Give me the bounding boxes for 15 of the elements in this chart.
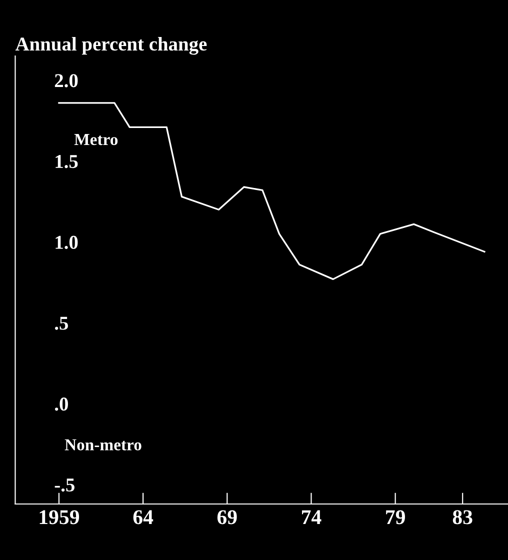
- x-tick-label: 79: [386, 510, 405, 524]
- y-tick-label: -.5: [54, 478, 74, 492]
- x-tick-label: 74: [302, 510, 322, 524]
- y-tick-label: 2.0: [54, 74, 78, 88]
- x-tick-label: 1959: [40, 510, 80, 524]
- x-tick-label: 64: [133, 510, 154, 524]
- x-tick-label: 69: [217, 510, 237, 524]
- y-tick-label: 1.5: [56, 155, 78, 168]
- y-tick-label: 1.0: [56, 236, 78, 250]
- x-tick-label: 83: [452, 510, 472, 524]
- annotation: Non-metro: [64, 439, 142, 450]
- y-tick-label: .0: [54, 398, 68, 411]
- y-axis-title: Annual percent change: [15, 36, 207, 55]
- y-tick-label: .5: [54, 316, 68, 330]
- series-label: Metro: [74, 134, 118, 146]
